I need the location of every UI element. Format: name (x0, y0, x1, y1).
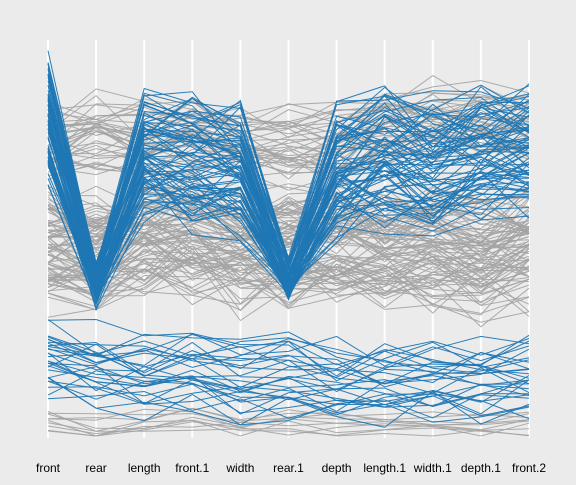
series-line-upper-v-dip-56 (47, 100, 530, 273)
series-line-lower-band-29 (47, 318, 530, 367)
series-line-upper-band-22 (47, 103, 530, 149)
axis-label-width-1: width.1 (413, 461, 452, 475)
series-line-lower-band-7 (47, 352, 530, 406)
axis-labels: front rear length front.1 width rear.1 depth le… (36, 461, 546, 475)
series-line-bottom-band-5 (47, 409, 530, 424)
series-line-upper-v-dip-71 (47, 115, 530, 285)
series-line-middle-band-88 (47, 263, 530, 306)
series-line-upper-v-dip-78 (47, 67, 530, 279)
series-line-upper-band-7 (47, 96, 530, 139)
series-line-lower-band-6 (47, 347, 530, 384)
series-line-bottom-band-0 (47, 421, 530, 437)
series-line-upper-v-dip-79 (47, 165, 529, 306)
series-line-upper-v-dip-73 (47, 160, 530, 301)
series-line-lower-band-3 (47, 360, 530, 408)
axis-label-depth-1: depth.1 (461, 461, 501, 475)
series-line-upper-v-dip-77 (47, 105, 530, 281)
series-line-lower-band-26 (47, 365, 530, 394)
axis-label-front: front (36, 461, 61, 475)
series-line-middle-band-64 (47, 229, 530, 286)
series-line-upper-band-37 (47, 129, 530, 169)
series-line-upper-band-14 (47, 94, 530, 145)
series-line-bottom-band-9 (47, 408, 530, 429)
series-line-upper-v-dip-69 (47, 148, 530, 299)
series-line-lower-band-13 (47, 375, 530, 415)
series-line-lower-band-22 (47, 333, 530, 374)
series-line-lower-band-21 (47, 360, 530, 412)
series-line-lower-band-28 (47, 332, 530, 377)
series-line-lower-band-25 (47, 370, 530, 417)
series-line-upper-v-dip-76 (47, 124, 530, 276)
series-line-bottom-band-4 (47, 422, 530, 437)
series-lines-highlight (47, 50, 530, 428)
series-line-lower-band-18 (47, 379, 530, 415)
series-line-upper-v-dip-68 (47, 162, 530, 300)
axis-label-depth: depth (322, 461, 352, 475)
series-line-lower-band-27 (47, 319, 530, 378)
axis-label-rear: rear (85, 461, 106, 475)
series-line-upper-band-31 (47, 84, 530, 135)
series-line-bottom-band-3 (47, 419, 530, 436)
series-line-upper-band-29 (47, 117, 530, 159)
series-line-upper-v-dip-74 (47, 148, 530, 307)
axis-label-front-2: front.2 (512, 461, 546, 475)
axis-label-rear-1: rear.1 (273, 461, 304, 475)
series-line-lower-band-5 (47, 331, 530, 370)
series-line-lower-band-9 (47, 359, 530, 393)
series-line-bottom-band-7 (47, 413, 530, 430)
series-line-lower-band-20 (47, 343, 530, 388)
series-line-lower-band-23 (47, 377, 530, 426)
series-line-upper-band-17 (47, 88, 530, 139)
series-line-middle-band-45 (47, 263, 530, 323)
axis-label-width: width (225, 461, 254, 475)
series-line-lower-band-14 (47, 341, 530, 385)
series-line-upper-band-25 (47, 100, 530, 126)
axis-label-length: length (128, 461, 161, 475)
axis-label-front-1: front.1 (175, 461, 209, 475)
series-line-upper-v-dip-61 (47, 94, 530, 278)
axis-label-length-1: length.1 (363, 461, 406, 475)
series-line-upper-v-dip-70 (47, 62, 530, 265)
series-line-upper-band-23 (47, 92, 530, 135)
series-line-upper-v-dip-39 (47, 80, 530, 275)
series-line-upper-band-39 (47, 79, 530, 132)
series-line-middle-band-46 (47, 226, 530, 277)
